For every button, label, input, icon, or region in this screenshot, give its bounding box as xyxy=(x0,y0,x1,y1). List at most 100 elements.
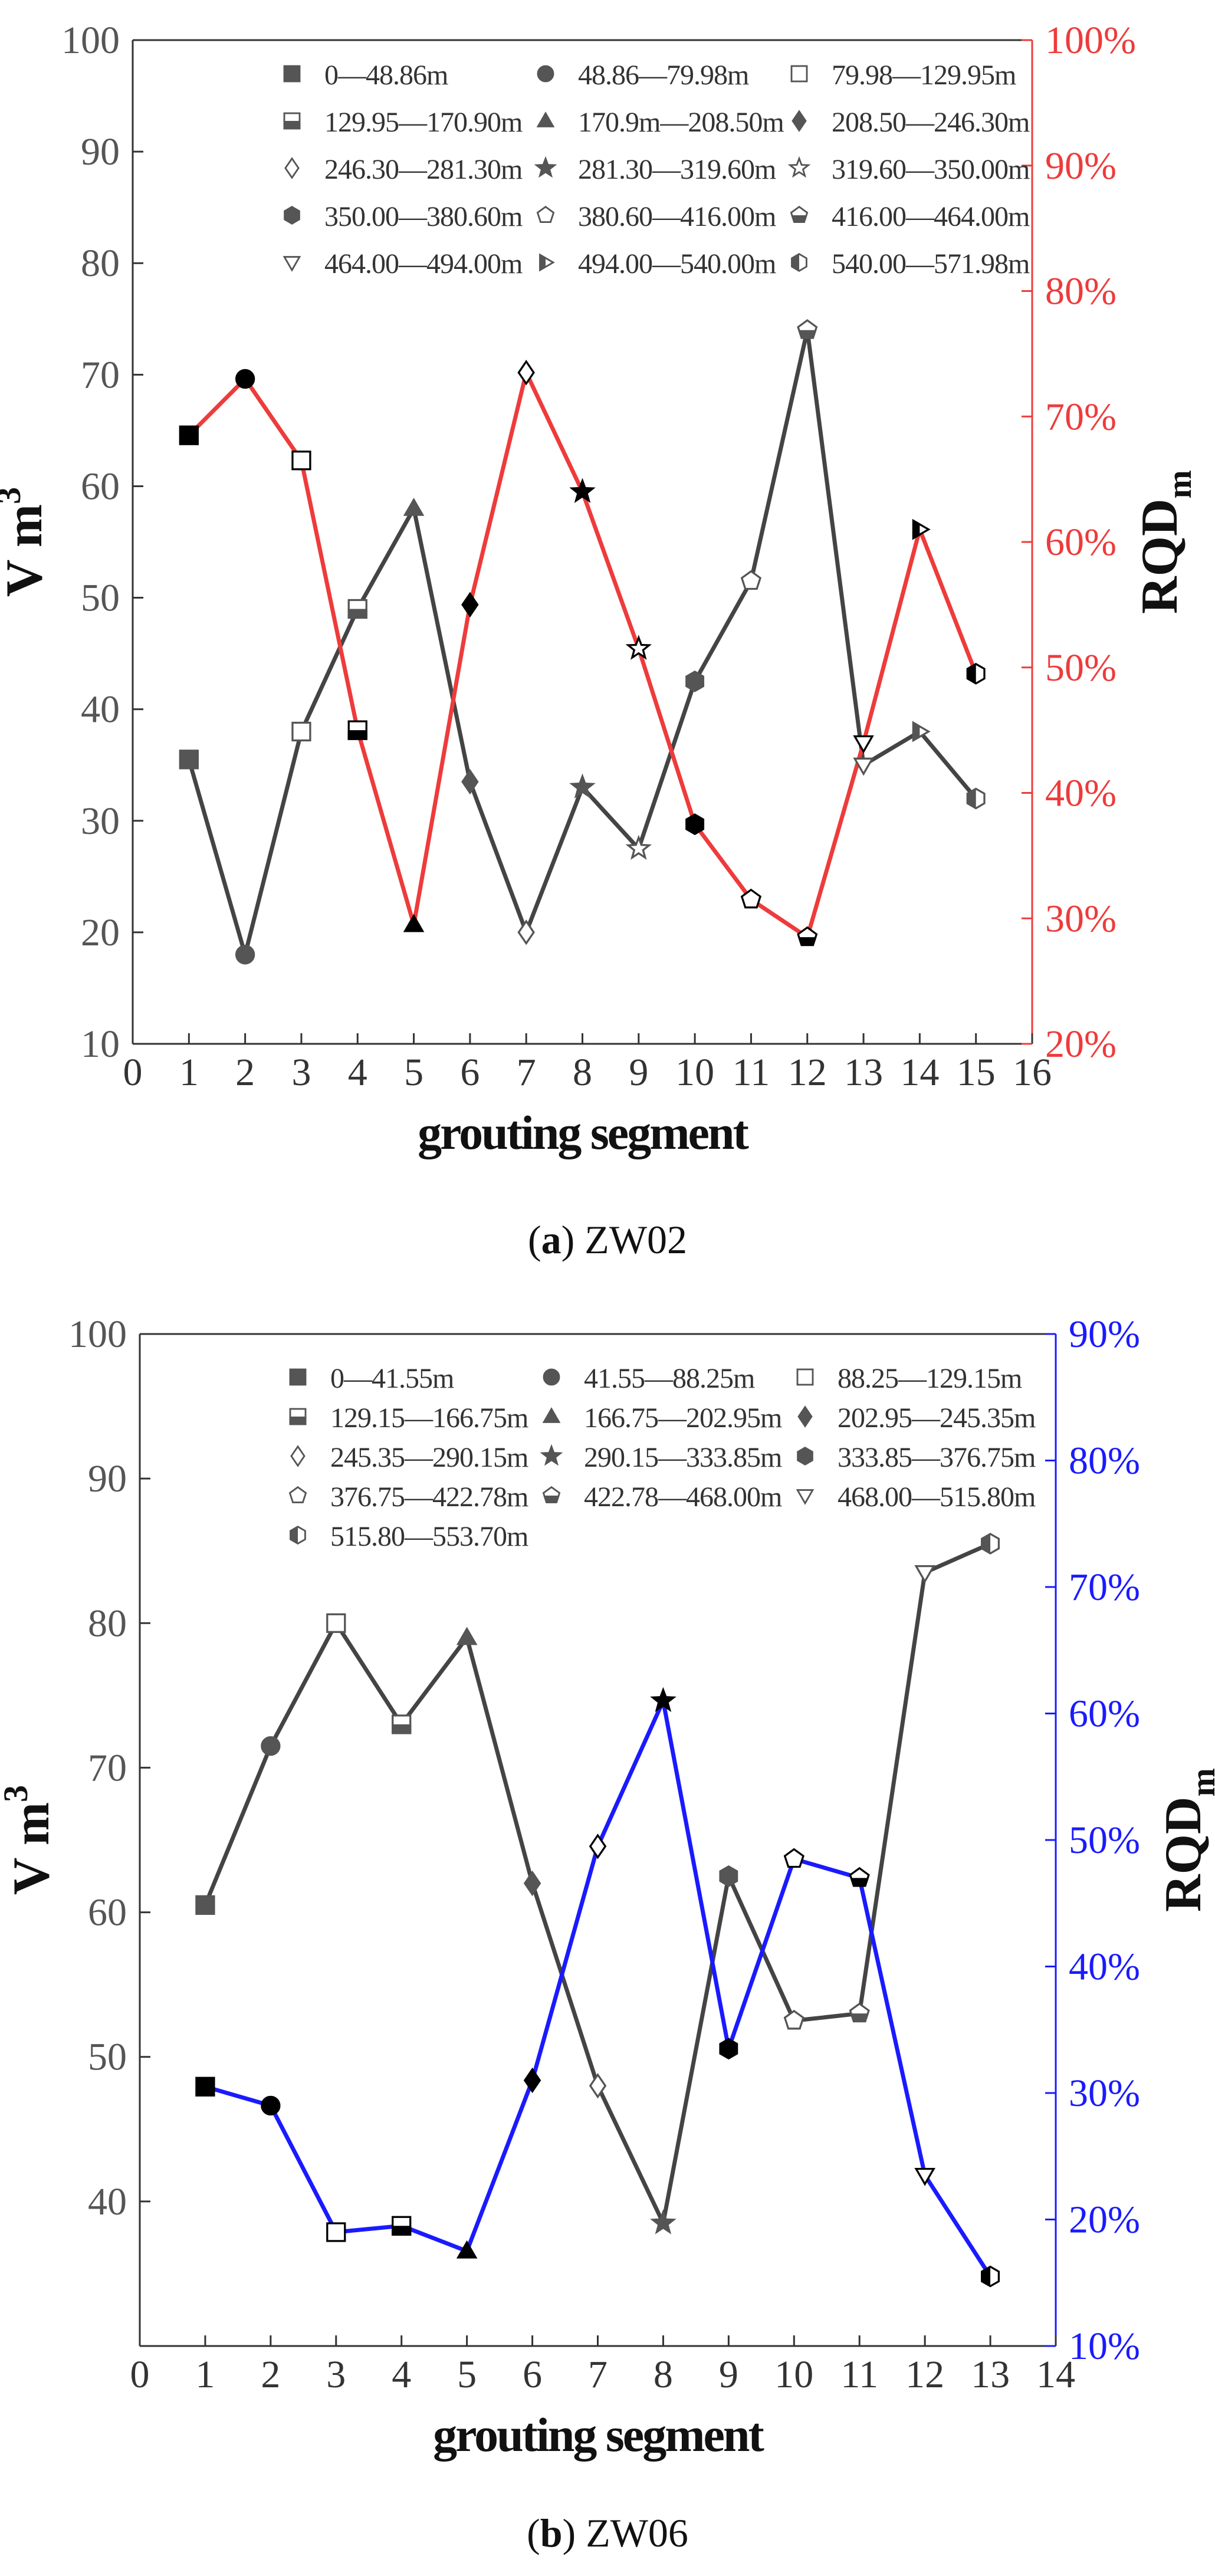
x-tick-label: 8 xyxy=(654,2353,673,2396)
data-point-volume xyxy=(853,757,874,776)
data-point-rqd xyxy=(261,2095,281,2116)
data-point-rqd xyxy=(403,914,425,932)
y-left-tick-label: 80 xyxy=(88,1602,127,1645)
y-right-tick-label: 30% xyxy=(1045,897,1117,940)
panel-caption: (a) ZW02 xyxy=(528,1217,687,1262)
legend-label: 380.60—416.00m xyxy=(578,201,776,232)
marker-shape xyxy=(853,735,874,754)
x-tick-label: 7 xyxy=(517,1051,536,1094)
y-left-title-unit: m xyxy=(3,1802,60,1845)
x-tick-label: 11 xyxy=(733,1051,770,1094)
marker-shape xyxy=(914,1565,935,1583)
marker-shape xyxy=(461,768,479,795)
marker-shape xyxy=(540,1444,563,1466)
data-point-volume xyxy=(981,1533,1000,1555)
x-tick-label: 7 xyxy=(588,2353,608,2396)
caption-close-paren: ) xyxy=(561,1217,585,1262)
data-point-rqd xyxy=(650,1687,677,1713)
legend-marker xyxy=(796,1489,815,1505)
data-point-rqd xyxy=(797,926,818,947)
legend-marker xyxy=(787,156,811,178)
x-tick-label: 3 xyxy=(326,2353,346,2396)
caption-open-paren: ( xyxy=(527,2511,540,2555)
data-point-volume xyxy=(719,1865,738,1887)
marker-shape xyxy=(981,1533,991,1555)
y-left-tick-label: 30 xyxy=(81,800,120,843)
marker-shape xyxy=(740,570,762,590)
caption-letter: a xyxy=(541,1217,561,1262)
y-right-tick-label: 40% xyxy=(1069,1946,1140,1989)
y-right-title-main: RQD xyxy=(1155,1796,1212,1912)
y-right-tick-label: 60% xyxy=(1069,1693,1140,1736)
marker-shape xyxy=(195,1895,215,1915)
marker-shape xyxy=(914,2167,935,2186)
x-tick-label: 6 xyxy=(523,2353,542,2396)
data-point-rqd xyxy=(783,1848,804,1868)
y-left-tick-label: 50 xyxy=(81,577,120,620)
marker-shape xyxy=(791,253,799,272)
marker-shape xyxy=(456,1627,478,1645)
data-point-rqd xyxy=(685,813,705,836)
y-left-tick-label: 10 xyxy=(81,1023,120,1066)
legend-marker xyxy=(542,1486,561,1504)
marker-shape xyxy=(542,1407,561,1423)
y-right-tick-label: 60% xyxy=(1045,521,1117,564)
legend-label: 41.55—88.25m xyxy=(584,1363,755,1394)
data-point-rqd xyxy=(981,2265,1000,2288)
y-right-tick-label: 70% xyxy=(1045,395,1117,438)
legend-label: 350.00—380.60m xyxy=(324,201,523,232)
data-point-volume xyxy=(456,1627,478,1645)
legend-marker xyxy=(537,65,554,83)
marker-shape xyxy=(625,635,652,660)
data-point-rqd xyxy=(914,2167,935,2186)
y-left-tick-label: 70 xyxy=(81,353,120,396)
x-tick-label: 6 xyxy=(460,1051,480,1094)
marker-shape xyxy=(392,2226,412,2236)
marker-shape xyxy=(543,1496,560,1504)
y-left-tick-label: 60 xyxy=(81,465,120,508)
data-point-rqd xyxy=(849,1867,870,1887)
legend-label: 170.9m—208.50m xyxy=(578,107,784,138)
marker-shape xyxy=(792,110,807,132)
legend-label: 246.30—281.30m xyxy=(324,154,523,185)
y-right-tick-label: 80% xyxy=(1069,1440,1140,1483)
legend-label: 416.00—464.00m xyxy=(832,201,1030,232)
marker-shape xyxy=(981,2265,991,2288)
legend-label: 290.15—333.85m xyxy=(584,1442,782,1473)
legend-marker xyxy=(796,1368,814,1386)
data-point-rqd xyxy=(966,662,986,685)
data-point-volume xyxy=(261,1736,281,1756)
x-tick-label: 15 xyxy=(957,1051,996,1094)
marker-shape xyxy=(461,592,479,618)
data-point-rqd xyxy=(179,425,199,445)
x-tick-label: 3 xyxy=(291,1051,311,1094)
marker-shape xyxy=(179,425,199,445)
data-point-rqd xyxy=(517,360,535,386)
marker-shape xyxy=(719,2038,738,2060)
data-point-volume xyxy=(326,1613,346,1633)
marker-shape xyxy=(283,256,301,272)
data-point-rqd xyxy=(912,518,931,540)
legend-marker xyxy=(534,156,557,178)
data-point-volume xyxy=(235,945,255,965)
marker-shape xyxy=(347,609,367,619)
x-tick-label: 12 xyxy=(905,2353,944,2396)
data-point-rqd xyxy=(461,592,479,618)
marker-shape xyxy=(326,1613,346,1633)
y-left-tick-label: 100 xyxy=(61,19,120,62)
y-right-tick-label: 20% xyxy=(1069,2199,1140,2242)
x-tick-label: 11 xyxy=(840,2353,878,2396)
marker-shape xyxy=(392,1724,412,1734)
data-point-rqd xyxy=(719,2038,738,2060)
y-left-axis-title: V m3 xyxy=(0,1785,60,1895)
y-right-tick-label: 90% xyxy=(1069,1313,1140,1356)
marker-shape xyxy=(517,919,535,945)
legend-label: 0—48.86m xyxy=(324,60,448,91)
marker-shape xyxy=(798,937,817,947)
y-right-title-sub: m xyxy=(1160,470,1198,498)
data-point-volume xyxy=(914,1565,935,1583)
data-point-rqd xyxy=(235,369,255,389)
legend-marker xyxy=(797,1405,813,1428)
marker-shape xyxy=(966,663,976,685)
series-line-volume xyxy=(186,328,978,957)
